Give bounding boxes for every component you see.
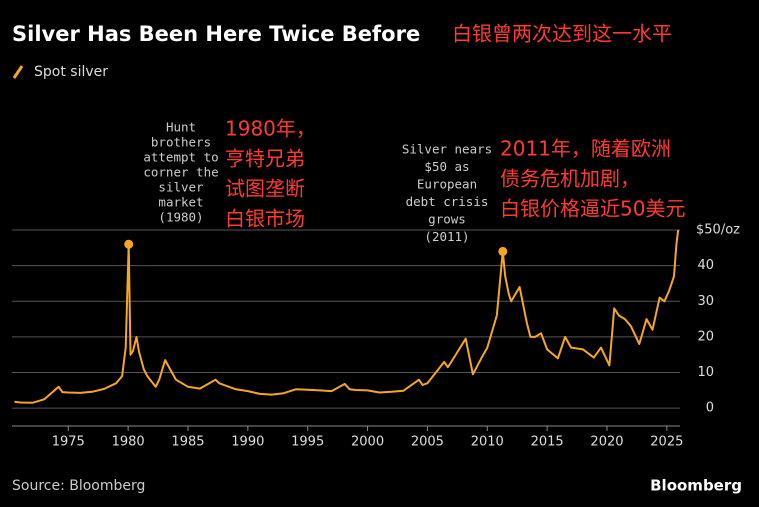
annotation: market bbox=[158, 195, 203, 210]
x-tick-label: 2025 bbox=[650, 435, 683, 450]
note: 白银市场 bbox=[225, 207, 305, 231]
y-tick-label: 20 bbox=[697, 329, 714, 344]
y-tick-label: 10 bbox=[697, 365, 714, 380]
source: Source: Bloomberg bbox=[12, 478, 145, 494]
annotation: $50 as bbox=[424, 159, 469, 174]
x-tick-label: 1985 bbox=[171, 435, 204, 450]
chart-title: Silver Has Been Here Twice Before bbox=[12, 22, 420, 46]
title-note: 白银曾两次达到这一水平 bbox=[452, 22, 672, 46]
annotation: European bbox=[417, 177, 477, 192]
x-tick-label: 2005 bbox=[411, 435, 444, 450]
annotation: silver bbox=[158, 180, 204, 195]
y-tick-label: 0 bbox=[706, 401, 714, 416]
note: 试图垄断 bbox=[225, 177, 305, 201]
note: 2011年，随着欧洲 bbox=[500, 137, 671, 161]
annotation: grows bbox=[428, 212, 466, 227]
annotation: Hunt bbox=[166, 120, 196, 135]
legend-icon bbox=[12, 65, 24, 79]
annotation: brothers bbox=[151, 135, 211, 150]
highlight-dot bbox=[124, 239, 134, 249]
x-tick-label: 2015 bbox=[531, 435, 564, 450]
y-tick-label: 30 bbox=[697, 294, 714, 309]
note: 亨特兄弟 bbox=[225, 147, 305, 171]
note: 白银价格逼近50美元 bbox=[500, 197, 685, 221]
annotation: attempt to bbox=[143, 150, 218, 165]
annotation: (2011) bbox=[424, 229, 469, 244]
y-tick-label: $50/oz bbox=[696, 223, 740, 238]
y-tick-label: 40 bbox=[697, 258, 714, 273]
annotation: Silver nears bbox=[402, 142, 492, 157]
annotation: debt crisis bbox=[406, 194, 489, 209]
line bbox=[14, 229, 680, 404]
x-tick-label: 1980 bbox=[112, 435, 145, 450]
x-tick-label: 2020 bbox=[590, 435, 623, 450]
x-tick-label: 2010 bbox=[471, 435, 504, 450]
highlight-dot bbox=[498, 246, 508, 256]
x-tick-label: 1995 bbox=[291, 435, 324, 450]
legend-label: Spot silver bbox=[34, 64, 108, 80]
note: 债务危机加剧， bbox=[500, 167, 640, 191]
note: 1980年， bbox=[225, 117, 316, 141]
annotation: (1980) bbox=[158, 210, 203, 225]
brand: Bloomberg bbox=[650, 477, 742, 495]
x-tick-label: 2000 bbox=[351, 435, 384, 450]
x-tick-label: 1975 bbox=[52, 435, 85, 450]
annotation: corner the bbox=[143, 165, 218, 180]
x-tick-label: 1990 bbox=[231, 435, 264, 450]
